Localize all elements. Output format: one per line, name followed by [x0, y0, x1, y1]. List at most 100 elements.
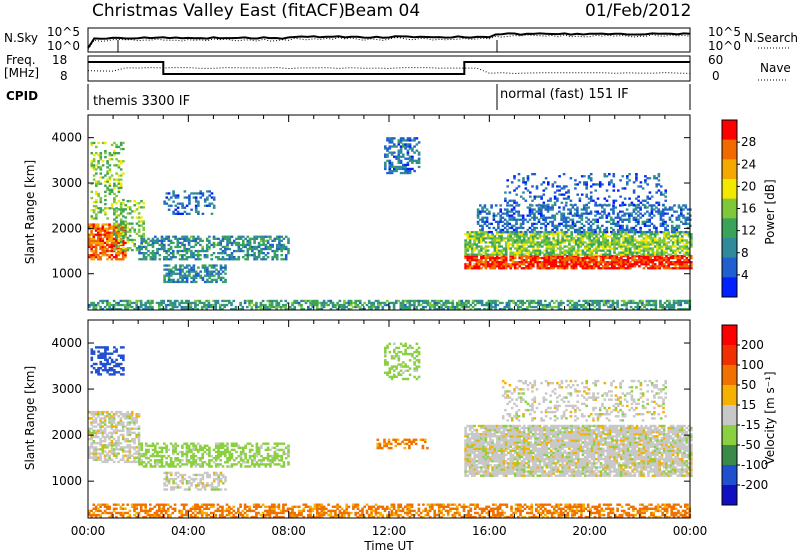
heatmap-cell: [99, 373, 103, 376]
heatmap-cell: [90, 427, 93, 430]
heatmap-cell: [602, 301, 606, 305]
heatmap-cell: [194, 303, 197, 307]
heatmap-cell: [626, 247, 630, 250]
heatmap-cell: [142, 226, 145, 229]
heatmap-cell: [494, 220, 498, 223]
heatmap-cell: [518, 254, 521, 258]
heatmap-cell: [690, 243, 693, 246]
heatmap-cell: [119, 205, 123, 208]
heatmap-cell: [513, 261, 517, 264]
heatmap-cell: [399, 165, 403, 169]
heatmap-cell: [119, 206, 123, 209]
heatmap-cell: [181, 268, 184, 271]
heatmap-cell: [486, 233, 490, 236]
heatmap-cell: [117, 152, 121, 155]
heatmap-cell: [288, 305, 292, 309]
heatmap-cell: [181, 274, 184, 277]
heatmap-cell: [140, 200, 143, 203]
y-tick-label: 3000: [51, 176, 82, 190]
heatmap-cell: [608, 173, 611, 176]
heatmap-cell: [110, 358, 114, 362]
heatmap-cell: [543, 233, 546, 236]
heatmap-cell: [485, 220, 489, 223]
heatmap-cell: [117, 241, 120, 245]
heatmap-cell: [495, 253, 499, 256]
heatmap-cell: [174, 237, 177, 240]
heatmap-cell: [587, 177, 591, 180]
heatmap-cell: [507, 305, 511, 309]
heatmap-cell: [135, 247, 139, 250]
heatmap-cell: [518, 253, 521, 256]
heatmap-cell: [147, 237, 150, 240]
heatmap-cell: [284, 305, 287, 309]
heatmap-cell: [103, 241, 107, 245]
heatmap-cell: [377, 299, 380, 303]
heatmap-cell: [659, 222, 663, 225]
heatmap-cell: [560, 193, 564, 196]
heatmap-cell: [415, 299, 418, 303]
heatmap-cell: [179, 212, 182, 215]
heatmap-cell: [637, 199, 640, 202]
heatmap-cell: [525, 233, 528, 236]
heatmap-cell: [345, 305, 348, 309]
heatmap-cell: [652, 299, 655, 303]
heatmap-cell: [208, 247, 211, 251]
heatmap-cell: [554, 249, 558, 252]
heatmap-cell: [286, 301, 290, 305]
heatmap-cell: [358, 305, 362, 309]
heatmap-cell: [580, 214, 584, 217]
heatmap-cell: [181, 237, 184, 240]
heatmap-cell: [92, 174, 96, 177]
heatmap-cell: [246, 247, 250, 251]
heatmap-cell: [99, 456, 102, 459]
heatmap-cell: [110, 143, 114, 147]
heatmap-cell: [512, 299, 515, 303]
heatmap-cell: [115, 258, 118, 261]
heatmap-cell: [620, 243, 623, 246]
heatmap-cell: [169, 303, 172, 307]
heatmap-cell: [653, 177, 656, 180]
heatmap-cell: [99, 168, 103, 171]
heatmap-cell: [653, 235, 657, 238]
heatmap-cell: [300, 299, 303, 303]
heatmap-cell: [621, 201, 625, 204]
colorbar-tick-label: 8: [741, 246, 749, 260]
heatmap-cell: [406, 151, 410, 154]
heatmap-cell: [171, 305, 175, 309]
heatmap-cell: [552, 235, 555, 238]
heatmap-cell: [90, 356, 94, 359]
heatmap-cell: [668, 301, 671, 305]
colorbar-tick-label: 24: [741, 157, 756, 171]
heatmap-cell: [221, 237, 225, 240]
heatmap-cell: [477, 259, 481, 262]
heatmap-cell: [554, 263, 558, 266]
heatmap-cell: [121, 303, 125, 307]
heatmap-cell: [99, 245, 102, 249]
heatmap-cell: [620, 261, 623, 264]
heatmap-cell: [668, 218, 672, 221]
heatmap-cell: [113, 247, 116, 250]
heatmap-cell: [491, 235, 494, 238]
heatmap-cell: [431, 303, 434, 307]
cpid-segment-2: normal (fast) 151 IF: [500, 87, 629, 102]
heatmap-cell: [573, 301, 576, 305]
heatmap-cell: [595, 251, 598, 254]
heatmap-cell: [248, 245, 252, 249]
heatmap-cell: [489, 235, 492, 238]
heatmap-cell: [115, 239, 118, 242]
heatmap-cell: [646, 224, 649, 227]
heatmap-cell: [431, 305, 434, 309]
heatmap-cell: [538, 195, 541, 198]
heatmap-cell: [108, 158, 112, 161]
heatmap-cell: [224, 245, 227, 249]
heatmap-cell: [620, 245, 623, 248]
heatmap-cell: [510, 208, 514, 211]
heatmap-cell: [634, 220, 638, 223]
heatmap-cell: [316, 303, 319, 307]
heatmap-cell: [504, 265, 508, 268]
heatmap-cell: [121, 227, 125, 230]
heatmap-cell: [124, 235, 127, 238]
heatmap-cell: [635, 251, 639, 254]
heatmap-cell: [190, 280, 193, 284]
heatmap-cell: [478, 299, 482, 303]
